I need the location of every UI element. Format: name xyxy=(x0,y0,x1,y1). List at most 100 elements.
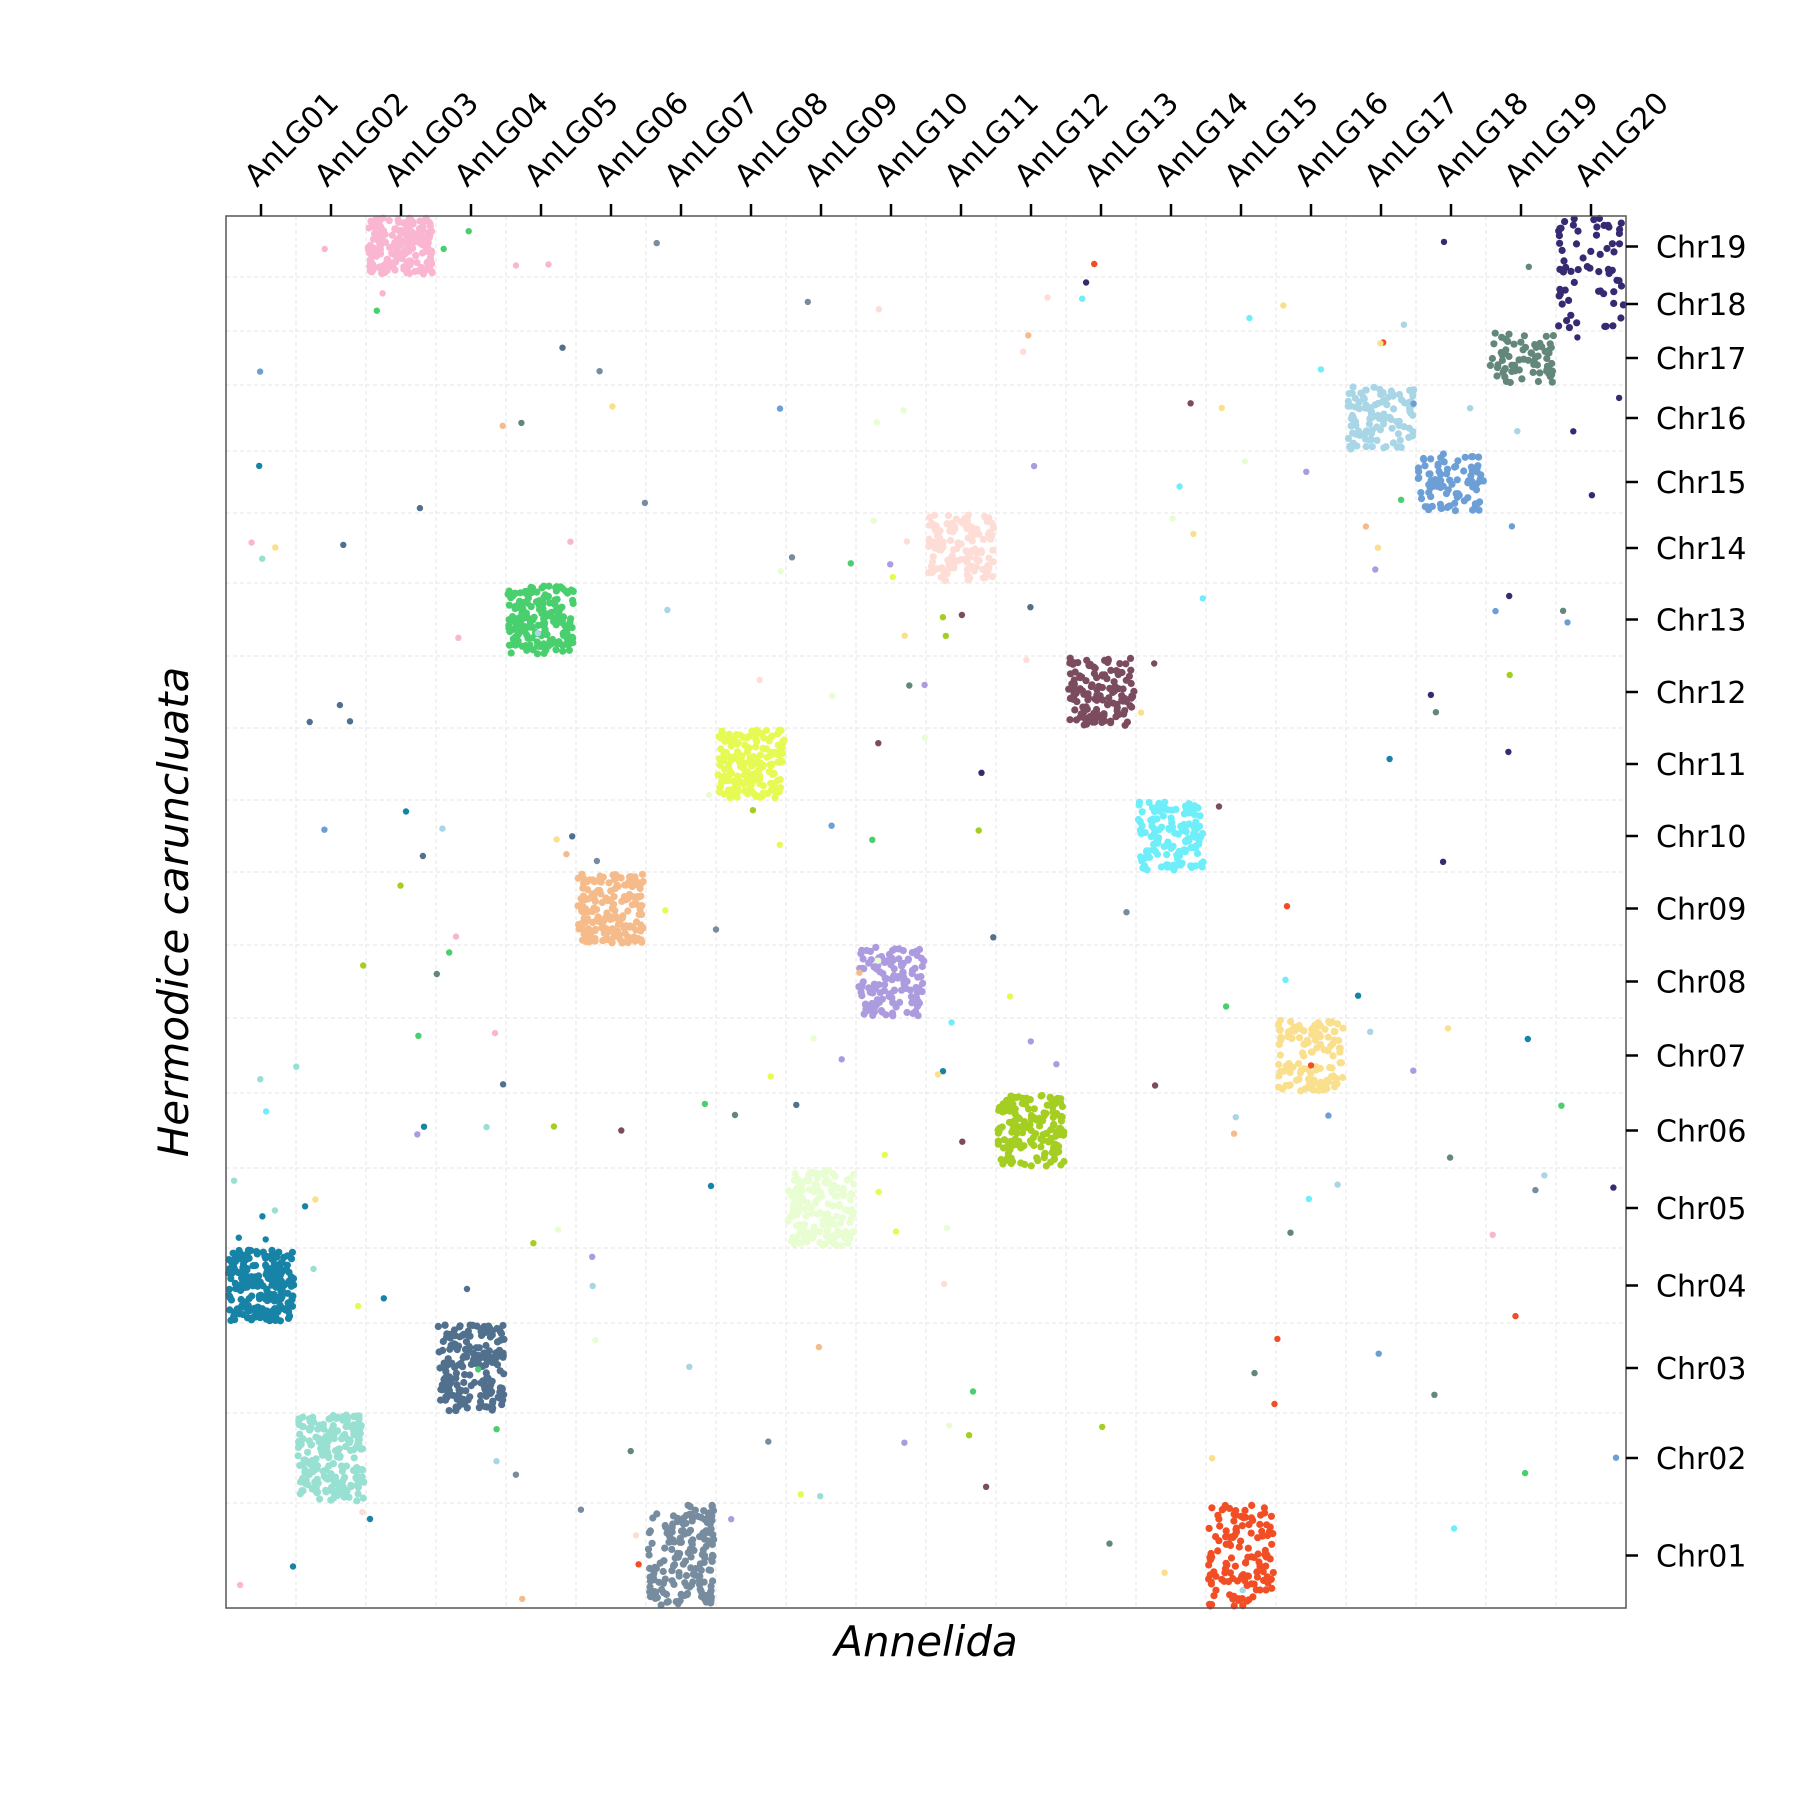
data-point xyxy=(605,879,613,887)
data-point xyxy=(868,999,876,1008)
data-point xyxy=(1427,455,1435,463)
data-point xyxy=(321,1440,329,1448)
data-point xyxy=(271,1280,279,1288)
data-point xyxy=(312,1455,320,1463)
data-point xyxy=(942,632,949,640)
data-point xyxy=(662,1590,671,1598)
data-point xyxy=(1230,1517,1238,1525)
data-point xyxy=(467,1382,475,1390)
y-tick-label: Chr08 xyxy=(1656,966,1746,1001)
data-point xyxy=(1321,1025,1329,1033)
data-point xyxy=(394,216,402,224)
data-point xyxy=(447,1341,455,1349)
data-point xyxy=(1091,260,1098,268)
data-point xyxy=(579,925,587,933)
data-point xyxy=(533,588,541,596)
data-point xyxy=(745,732,753,741)
data-point xyxy=(681,1591,689,1600)
data-point xyxy=(829,1232,837,1240)
data-point xyxy=(1548,378,1556,386)
data-point xyxy=(359,1508,366,1516)
data-point xyxy=(1065,685,1073,693)
data-point xyxy=(860,1010,868,1018)
data-point xyxy=(1007,1118,1015,1127)
data-point xyxy=(1444,1025,1452,1032)
data-point xyxy=(1590,216,1598,224)
data-point xyxy=(1020,1142,1028,1150)
data-point xyxy=(309,1484,317,1492)
data-point xyxy=(1475,506,1483,514)
data-point xyxy=(1193,822,1201,830)
data-point xyxy=(413,259,421,267)
data-point xyxy=(1100,711,1108,719)
data-point xyxy=(628,901,636,909)
data-point xyxy=(753,792,761,800)
data-point xyxy=(616,918,624,926)
data-point xyxy=(1574,334,1581,341)
data-point xyxy=(424,244,432,252)
data-point xyxy=(1435,468,1443,476)
data-point xyxy=(302,1457,310,1465)
data-point xyxy=(1127,679,1135,688)
data-point xyxy=(891,945,899,953)
data-point xyxy=(327,1483,336,1491)
data-point xyxy=(1198,863,1206,871)
data-point xyxy=(248,539,255,546)
data-point xyxy=(1368,426,1376,434)
data-point xyxy=(967,547,976,555)
data-point xyxy=(486,1333,494,1341)
data-point xyxy=(965,1432,973,1439)
data-point xyxy=(774,776,782,785)
data-point xyxy=(1068,680,1076,688)
data-point xyxy=(889,573,896,581)
data-point xyxy=(1362,443,1370,451)
data-point xyxy=(638,910,646,919)
data-point xyxy=(446,949,453,956)
data-point xyxy=(299,1487,307,1495)
data-point xyxy=(869,836,876,843)
data-point xyxy=(1325,1112,1332,1119)
data-point xyxy=(1033,1154,1041,1162)
data-point xyxy=(751,775,759,783)
data-point xyxy=(491,1352,499,1360)
data-point xyxy=(847,1189,856,1197)
data-point xyxy=(1567,267,1575,275)
data-point xyxy=(1308,1025,1316,1033)
data-point xyxy=(561,622,569,630)
data-point xyxy=(908,970,916,978)
data-point xyxy=(1596,250,1604,258)
data-point xyxy=(466,1393,474,1401)
data-point xyxy=(1276,1016,1284,1024)
data-point xyxy=(1235,1595,1243,1603)
data-point xyxy=(543,631,551,639)
data-point xyxy=(1220,1577,1228,1585)
data-point xyxy=(676,1534,684,1542)
data-point xyxy=(589,918,597,927)
data-point xyxy=(1106,1540,1113,1547)
data-point xyxy=(607,897,615,905)
data-point xyxy=(1079,703,1087,711)
data-point xyxy=(1223,1561,1231,1569)
data-point xyxy=(336,701,344,709)
data-point xyxy=(452,1369,460,1377)
data-point xyxy=(1249,1593,1257,1601)
y-tick-label: Chr09 xyxy=(1656,893,1746,928)
data-point xyxy=(563,851,570,858)
data-point xyxy=(989,546,997,554)
data-point xyxy=(414,267,422,275)
data-point xyxy=(452,1403,460,1411)
data-point xyxy=(748,787,756,795)
data-point xyxy=(846,1196,855,1204)
data-point xyxy=(322,1433,330,1441)
data-point xyxy=(475,1366,482,1373)
data-point xyxy=(1331,1083,1339,1091)
data-point xyxy=(1314,1019,1322,1027)
data-point xyxy=(340,541,347,549)
y-tick-label: Chr13 xyxy=(1656,604,1746,639)
data-point xyxy=(414,1131,421,1138)
data-point xyxy=(1368,443,1376,451)
data-point xyxy=(1120,710,1128,718)
data-point xyxy=(353,1467,361,1475)
data-point xyxy=(721,772,729,780)
data-point xyxy=(831,1240,840,1248)
